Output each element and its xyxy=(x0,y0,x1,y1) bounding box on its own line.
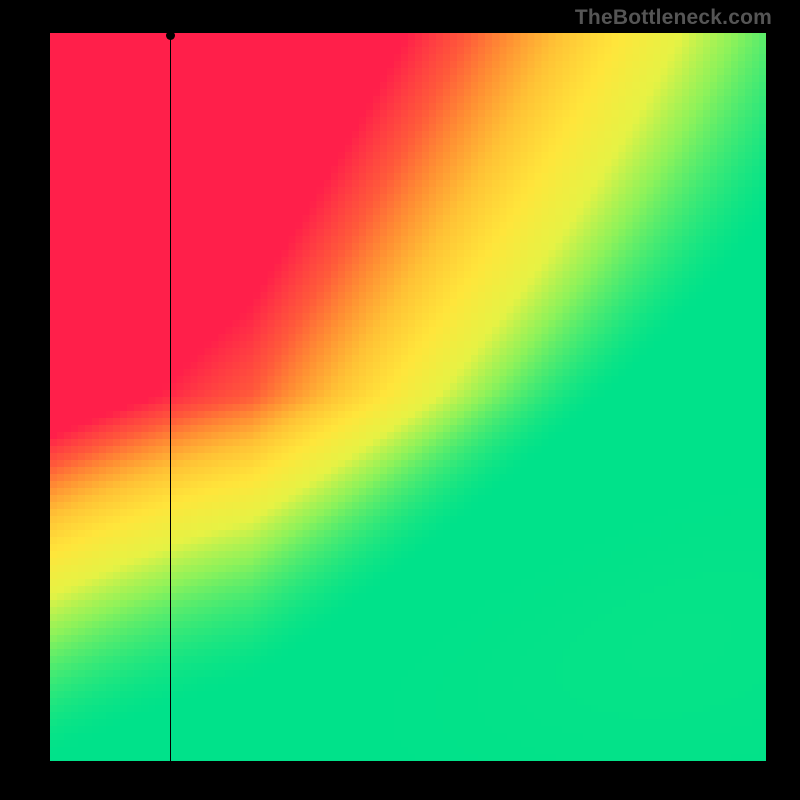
watermark-text: TheBottleneck.com xyxy=(575,6,772,30)
chart-container: TheBottleneck.com xyxy=(0,0,800,800)
heatmap-canvas xyxy=(50,33,766,761)
crosshair-vertical xyxy=(170,33,171,761)
selection-marker-dot xyxy=(166,31,175,40)
